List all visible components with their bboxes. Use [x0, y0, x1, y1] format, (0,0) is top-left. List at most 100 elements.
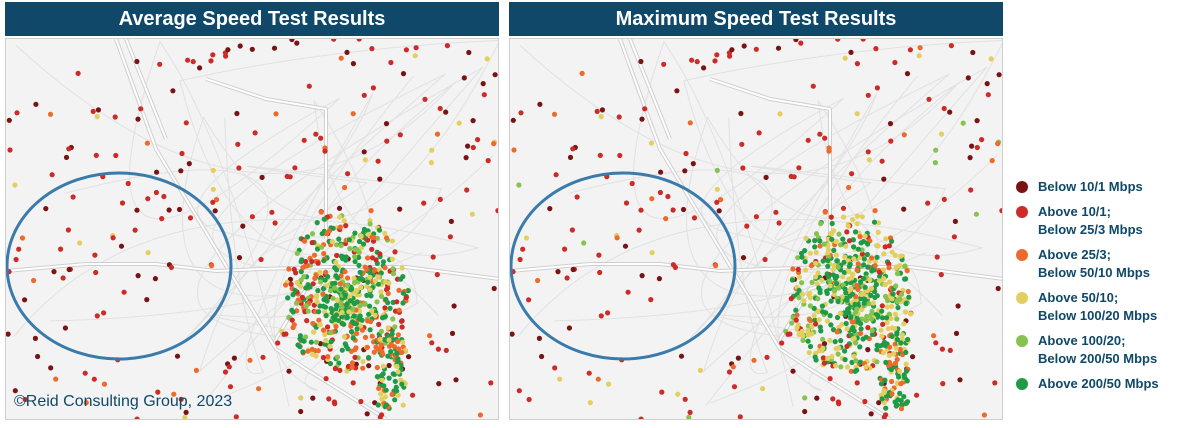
speed-test-point — [301, 338, 307, 344]
speed-test-point — [344, 314, 350, 321]
speed-test-point — [429, 147, 435, 153]
speed-test-point — [101, 310, 107, 316]
speed-test-point — [437, 196, 443, 202]
speed-test-point — [369, 246, 375, 252]
speed-test-point — [877, 273, 883, 280]
speed-test-point — [865, 264, 871, 270]
speed-test-point — [436, 381, 442, 387]
speed-test-point — [855, 286, 861, 292]
speed-test-point — [834, 273, 840, 279]
speed-test-point — [886, 359, 892, 365]
speed-test-point — [813, 231, 820, 237]
speed-test-point — [822, 135, 828, 141]
speed-test-point — [865, 241, 871, 247]
speed-test-point — [222, 369, 229, 375]
speed-test-point — [323, 337, 329, 343]
speed-test-point — [639, 116, 645, 122]
speed-test-point — [570, 266, 576, 273]
speed-test-point — [807, 303, 813, 309]
speed-test-point — [379, 315, 386, 321]
speed-test-point — [321, 250, 327, 257]
speed-test-point — [828, 322, 834, 328]
speed-test-point — [464, 187, 470, 193]
speed-test-point — [638, 207, 644, 213]
speed-test-point — [361, 149, 367, 155]
speed-test-point — [741, 43, 747, 49]
speed-test-point — [625, 289, 631, 295]
speed-test-point — [326, 396, 332, 402]
speed-test-point — [358, 323, 364, 329]
speed-test-point — [639, 273, 645, 279]
speed-test-point — [394, 363, 400, 369]
speed-test-point — [657, 189, 663, 196]
speed-test-point — [910, 354, 916, 360]
speed-test-point — [874, 347, 880, 353]
road-casing — [709, 77, 832, 239]
speed-test-point — [802, 259, 808, 265]
speed-test-point — [857, 234, 863, 240]
speed-test-point — [176, 206, 183, 213]
terrain-line — [683, 40, 1002, 297]
speed-test-point — [539, 353, 545, 360]
speed-test-point — [902, 309, 908, 315]
speed-test-point — [883, 236, 889, 242]
speed-test-point — [842, 357, 848, 363]
speed-test-point — [334, 242, 340, 248]
speed-test-point — [659, 389, 665, 395]
speed-test-point — [649, 196, 655, 202]
speed-test-point — [386, 375, 392, 381]
speed-test-point — [12, 182, 18, 188]
speed-test-point — [516, 388, 522, 394]
speed-test-point — [842, 254, 848, 260]
speed-test-point — [95, 107, 101, 113]
speed-test-point — [901, 374, 908, 381]
speed-test-point — [884, 320, 890, 326]
speed-test-point — [325, 274, 331, 280]
speed-test-point — [853, 358, 859, 364]
speed-test-point — [865, 149, 871, 155]
speed-test-point — [403, 47, 409, 53]
speed-test-point — [283, 282, 289, 288]
speed-test-point — [305, 308, 311, 314]
speed-test-point — [813, 260, 819, 266]
terrain-line — [702, 75, 943, 392]
speed-test-point — [889, 238, 895, 244]
speed-test-point — [328, 306, 334, 312]
speed-test-point — [526, 297, 532, 303]
terrain-line — [519, 44, 988, 406]
speed-test-point — [398, 362, 404, 368]
speed-test-point — [22, 396, 28, 403]
speed-test-point — [898, 253, 904, 259]
speed-test-point — [889, 303, 895, 309]
speed-test-point — [596, 252, 602, 258]
speed-test-point — [574, 194, 580, 200]
speed-test-point — [324, 231, 330, 237]
speed-test-point — [887, 121, 894, 127]
speed-test-point — [756, 130, 762, 136]
speed-test-point — [382, 230, 388, 236]
speed-test-point — [866, 301, 872, 307]
speed-test-point — [145, 196, 151, 202]
speed-test-point — [883, 359, 889, 365]
speed-test-point — [351, 275, 357, 281]
speed-test-point — [311, 252, 318, 258]
speed-test-point — [358, 284, 364, 290]
speed-test-point — [394, 388, 400, 394]
speed-test-point — [319, 231, 325, 237]
speed-test-point — [638, 58, 644, 65]
speed-test-point — [881, 276, 887, 282]
speed-test-point — [843, 290, 849, 296]
speed-test-point — [366, 363, 372, 369]
speed-test-point — [817, 243, 823, 249]
speed-test-point — [392, 324, 398, 330]
speed-test-point — [841, 259, 847, 265]
speed-test-point — [844, 364, 851, 370]
speed-test-point — [796, 274, 802, 280]
speed-test-point — [395, 356, 401, 362]
speed-test-point — [209, 263, 215, 269]
speed-test-point — [887, 279, 893, 285]
speed-test-point — [952, 218, 958, 224]
speed-test-point — [13, 256, 19, 263]
legend-label: Above 10/1; Below 25/3 Mbps — [1038, 204, 1143, 237]
speed-test-point — [400, 290, 406, 296]
